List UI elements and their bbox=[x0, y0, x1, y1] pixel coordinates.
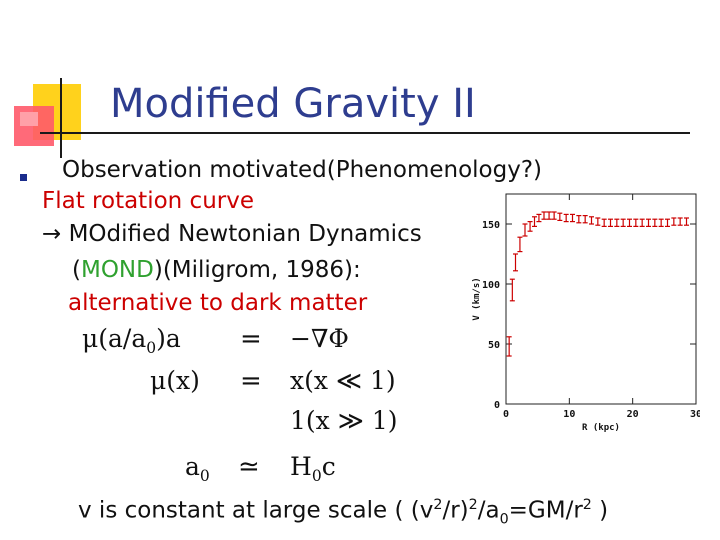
equation-1-operator: = bbox=[240, 324, 262, 354]
eq1-lhs-sub: 0 bbox=[146, 339, 157, 357]
equation-1-rhs: −∇Φ bbox=[290, 324, 349, 353]
bottom-mid-3: =GM/r bbox=[508, 497, 583, 524]
data-point bbox=[671, 217, 677, 226]
eq4-lhs-text: a bbox=[185, 452, 200, 481]
data-point bbox=[582, 215, 588, 224]
x-tick-label: 30 bbox=[690, 409, 700, 420]
bottom-mid-2: /a bbox=[477, 497, 500, 524]
data-point bbox=[551, 211, 557, 220]
data-point bbox=[595, 217, 601, 226]
data-point bbox=[532, 216, 537, 228]
y-axis-label: V (km/s) bbox=[472, 277, 482, 320]
data-point bbox=[639, 218, 645, 228]
bottom-sub-0: 0 bbox=[499, 511, 509, 528]
data-point bbox=[608, 218, 613, 228]
data-point bbox=[589, 216, 594, 225]
data-point bbox=[633, 218, 639, 228]
data-point bbox=[522, 223, 528, 237]
data-point bbox=[620, 218, 626, 228]
x-axis-label: R (kpc) bbox=[582, 423, 620, 433]
data-point bbox=[509, 278, 515, 302]
x-tick-label: 20 bbox=[627, 409, 639, 420]
data-point bbox=[646, 218, 651, 228]
data-point bbox=[684, 217, 689, 226]
eq4-lhs-sub: 0 bbox=[199, 467, 210, 485]
equation-2-lhs: μ(x) bbox=[150, 366, 200, 395]
mond-line: → MOdified Newtonian Dynamics bbox=[42, 221, 422, 247]
y-tick-label: 0 bbox=[494, 400, 500, 411]
data-point bbox=[658, 218, 664, 228]
decor-vertical-line bbox=[60, 78, 62, 158]
equation-4-lhs: a0 bbox=[185, 452, 210, 491]
eq4-rhs-sub: 0 bbox=[311, 467, 322, 485]
data-point bbox=[563, 213, 569, 223]
data-point bbox=[541, 211, 547, 220]
y-tick-label: 100 bbox=[482, 280, 500, 291]
bullet-square-icon bbox=[20, 174, 27, 181]
data-point bbox=[601, 218, 607, 228]
equation-3-rhs: 1(x ≫ 1) bbox=[290, 406, 398, 435]
mond-rest: )(Miligrom, 1986): bbox=[153, 257, 361, 283]
equation-2-rhs: x(x ≪ 1) bbox=[290, 366, 396, 395]
data-point bbox=[570, 213, 575, 223]
mond-word: MOND bbox=[80, 257, 154, 283]
bottom-sup-1: 2 bbox=[433, 497, 443, 513]
data-point bbox=[576, 215, 582, 224]
bottom-mid-1: /r) bbox=[442, 497, 469, 524]
bottom-pre: v is constant at large scale ( (v bbox=[78, 497, 434, 524]
chart-layer: 0 10 20 30 0 50 100 150 R (kpc) V (km/s) bbox=[472, 193, 700, 433]
x-tick-label: 10 bbox=[563, 409, 575, 420]
equation-4-rhs: H0c bbox=[290, 452, 336, 491]
y-tick-label: 150 bbox=[482, 220, 500, 231]
bullet-text: Observation motivated(Phenomenology?) bbox=[62, 157, 543, 183]
data-point bbox=[506, 336, 512, 357]
chart-frame bbox=[505, 193, 697, 405]
data-point bbox=[536, 213, 542, 223]
data-point bbox=[527, 221, 533, 232]
mond-open-paren: ( bbox=[72, 257, 81, 283]
data-point bbox=[652, 218, 658, 228]
data-point bbox=[665, 218, 670, 228]
eq4-rhs-text: H bbox=[290, 452, 312, 481]
data-point bbox=[614, 218, 620, 228]
equation-4-operator: ≃ bbox=[238, 452, 260, 482]
data-point bbox=[677, 217, 683, 226]
data-point bbox=[627, 218, 632, 228]
bottom-statement: v is constant at large scale ( (v2/r)2/a… bbox=[78, 490, 608, 534]
eq4-rhs-end: c bbox=[321, 452, 336, 481]
eq1-lhs-text: μ(a/a bbox=[82, 324, 147, 353]
y-tick-label: 50 bbox=[488, 340, 500, 351]
rotation-curve-chart: 0 10 20 30 0 50 100 150 R (kpc) V (km/s) bbox=[472, 193, 700, 433]
data-point bbox=[517, 236, 523, 253]
slide-title: Modified Gravity II bbox=[110, 81, 476, 127]
bottom-sup-3: 2 bbox=[582, 497, 592, 513]
decor-red-highlight bbox=[20, 112, 38, 126]
x-tick-label: 0 bbox=[503, 409, 509, 420]
alternative-text: alternative to dark matter bbox=[68, 290, 368, 316]
equation-2-operator: = bbox=[240, 366, 262, 396]
eq1-lhs-end: )a bbox=[156, 324, 181, 353]
data-point bbox=[546, 211, 552, 220]
flat-rotation-text: Flat rotation curve bbox=[42, 188, 254, 214]
mond-detail-line: (MOND)(Miligrom, 1986): bbox=[72, 256, 361, 284]
data-point bbox=[513, 253, 518, 272]
bottom-sup-2: 2 bbox=[468, 497, 478, 513]
data-point bbox=[557, 212, 563, 221]
equation-1-lhs: μ(a/a0)a bbox=[82, 324, 181, 363]
decor-horizontal-line bbox=[40, 132, 690, 134]
bottom-end: ) bbox=[591, 497, 609, 524]
